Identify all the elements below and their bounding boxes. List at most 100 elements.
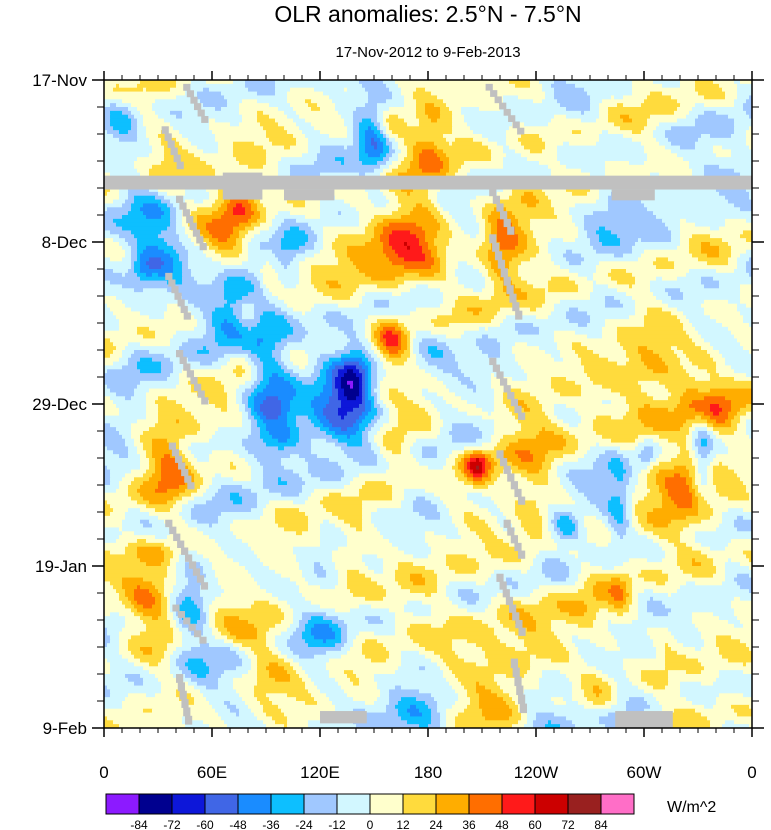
heatmap-cell [518,361,582,367]
heatmap-cell [491,384,552,390]
heatmap-cell [482,461,486,467]
heatmap-cell [329,323,354,328]
heatmap-cell [188,500,207,505]
heatmap-cell [146,454,153,459]
heatmap-cell [377,161,387,166]
heatmap-cell [386,469,456,475]
heatmap-cell [233,207,246,212]
heatmap-cell [494,419,519,424]
heatmap-cell [398,284,417,289]
heatmap-cell [551,419,564,424]
heatmap-cell [215,107,222,112]
heatmap-cell [278,477,282,482]
heatmap-cell [578,411,627,417]
heatmap-cell [188,261,222,266]
heatmap-cell [683,292,741,297]
heatmap-cell [140,257,150,262]
heatmap-cell [176,230,186,235]
heatmap-cell [473,500,495,505]
heatmap-cell [431,604,459,610]
heatmap-cell [308,330,345,336]
heatmap-cell [524,145,546,151]
heatmap-cell [653,612,669,617]
heatmap-cell [542,596,597,602]
heatmap-cell [104,288,135,293]
heatmap-cell [680,238,690,243]
heatmap-cell [749,272,752,278]
heatmap-cell [200,99,228,104]
heatmap-cell [599,103,618,108]
heatmap-cell [452,215,477,220]
heatmap-cell [692,400,732,405]
heatmap-cell [320,107,336,112]
heatmap-cell [209,612,216,617]
heatmap-cell [569,276,588,282]
heatmap-cell [545,458,555,463]
heatmap-cell [140,342,171,347]
heatmap-cell [386,118,405,124]
heatmap-cell [353,423,360,428]
heatmap-cell [167,604,171,610]
heatmap-cell [548,284,579,289]
heatmap-cell [404,392,423,397]
heatmap-cell [257,419,264,424]
heatmap-cell [584,600,609,606]
heatmap-cell [104,562,147,567]
heatmap-cell [143,334,156,340]
heatmap-cell [386,593,426,598]
heatmap-cell [485,461,492,467]
heatmap-cell [380,122,384,127]
heatmap-cell [677,99,735,104]
heatmap-cell [371,137,375,143]
heatmap-cell [320,353,342,359]
heatmap-cell [278,481,288,486]
heatmap-cell [587,608,600,613]
heatmap-cell [515,620,537,625]
heatmap-cell [212,323,222,328]
heatmap-cell [461,107,480,112]
heatmap-cell [167,643,183,648]
heatmap-cell [104,481,111,486]
heatmap-cell [254,211,261,216]
heatmap-cell [176,600,183,606]
heatmap-cell [170,134,183,139]
heatmap-cell [443,292,495,297]
heatmap-cell [737,423,747,428]
heatmap-cell [149,350,180,355]
heatmap-cell [269,431,291,436]
heatmap-cell [353,323,366,328]
heatmap-cell [290,164,381,170]
heatmap-cell [650,288,666,293]
heatmap-cell [437,234,453,239]
heatmap-cell [323,361,333,367]
heatmap-cell [308,620,333,625]
heatmap-cell [653,134,666,139]
heatmap-cell [578,589,594,594]
heatmap-cell [362,299,375,305]
heatmap-cell [656,296,672,301]
heatmap-cell [452,118,465,124]
heatmap-cell [176,562,186,567]
heatmap-cell [359,338,369,343]
heatmap-cell [515,353,552,359]
heatmap-cell [581,415,597,421]
heatmap-cell [128,195,135,201]
heatmap-cell [182,215,189,220]
heatmap-cell [404,496,417,502]
heatmap-cell [494,400,504,405]
heatmap-cell [203,334,216,340]
heatmap-cell [731,558,750,563]
heatmap-cell [569,307,579,313]
heatmap-cell [416,334,447,340]
heatmap-cell [131,608,138,613]
heatmap-cell [497,338,555,343]
heatmap-cell [215,612,285,617]
heatmap-cell [125,616,141,621]
heatmap-cell [344,473,360,478]
heatmap-cell [647,153,678,158]
heatmap-cell [335,253,348,259]
heatmap-cell [707,477,714,482]
heatmap-cell [149,461,156,467]
heatmap-cell [689,242,702,247]
heatmap-cell [296,253,315,259]
